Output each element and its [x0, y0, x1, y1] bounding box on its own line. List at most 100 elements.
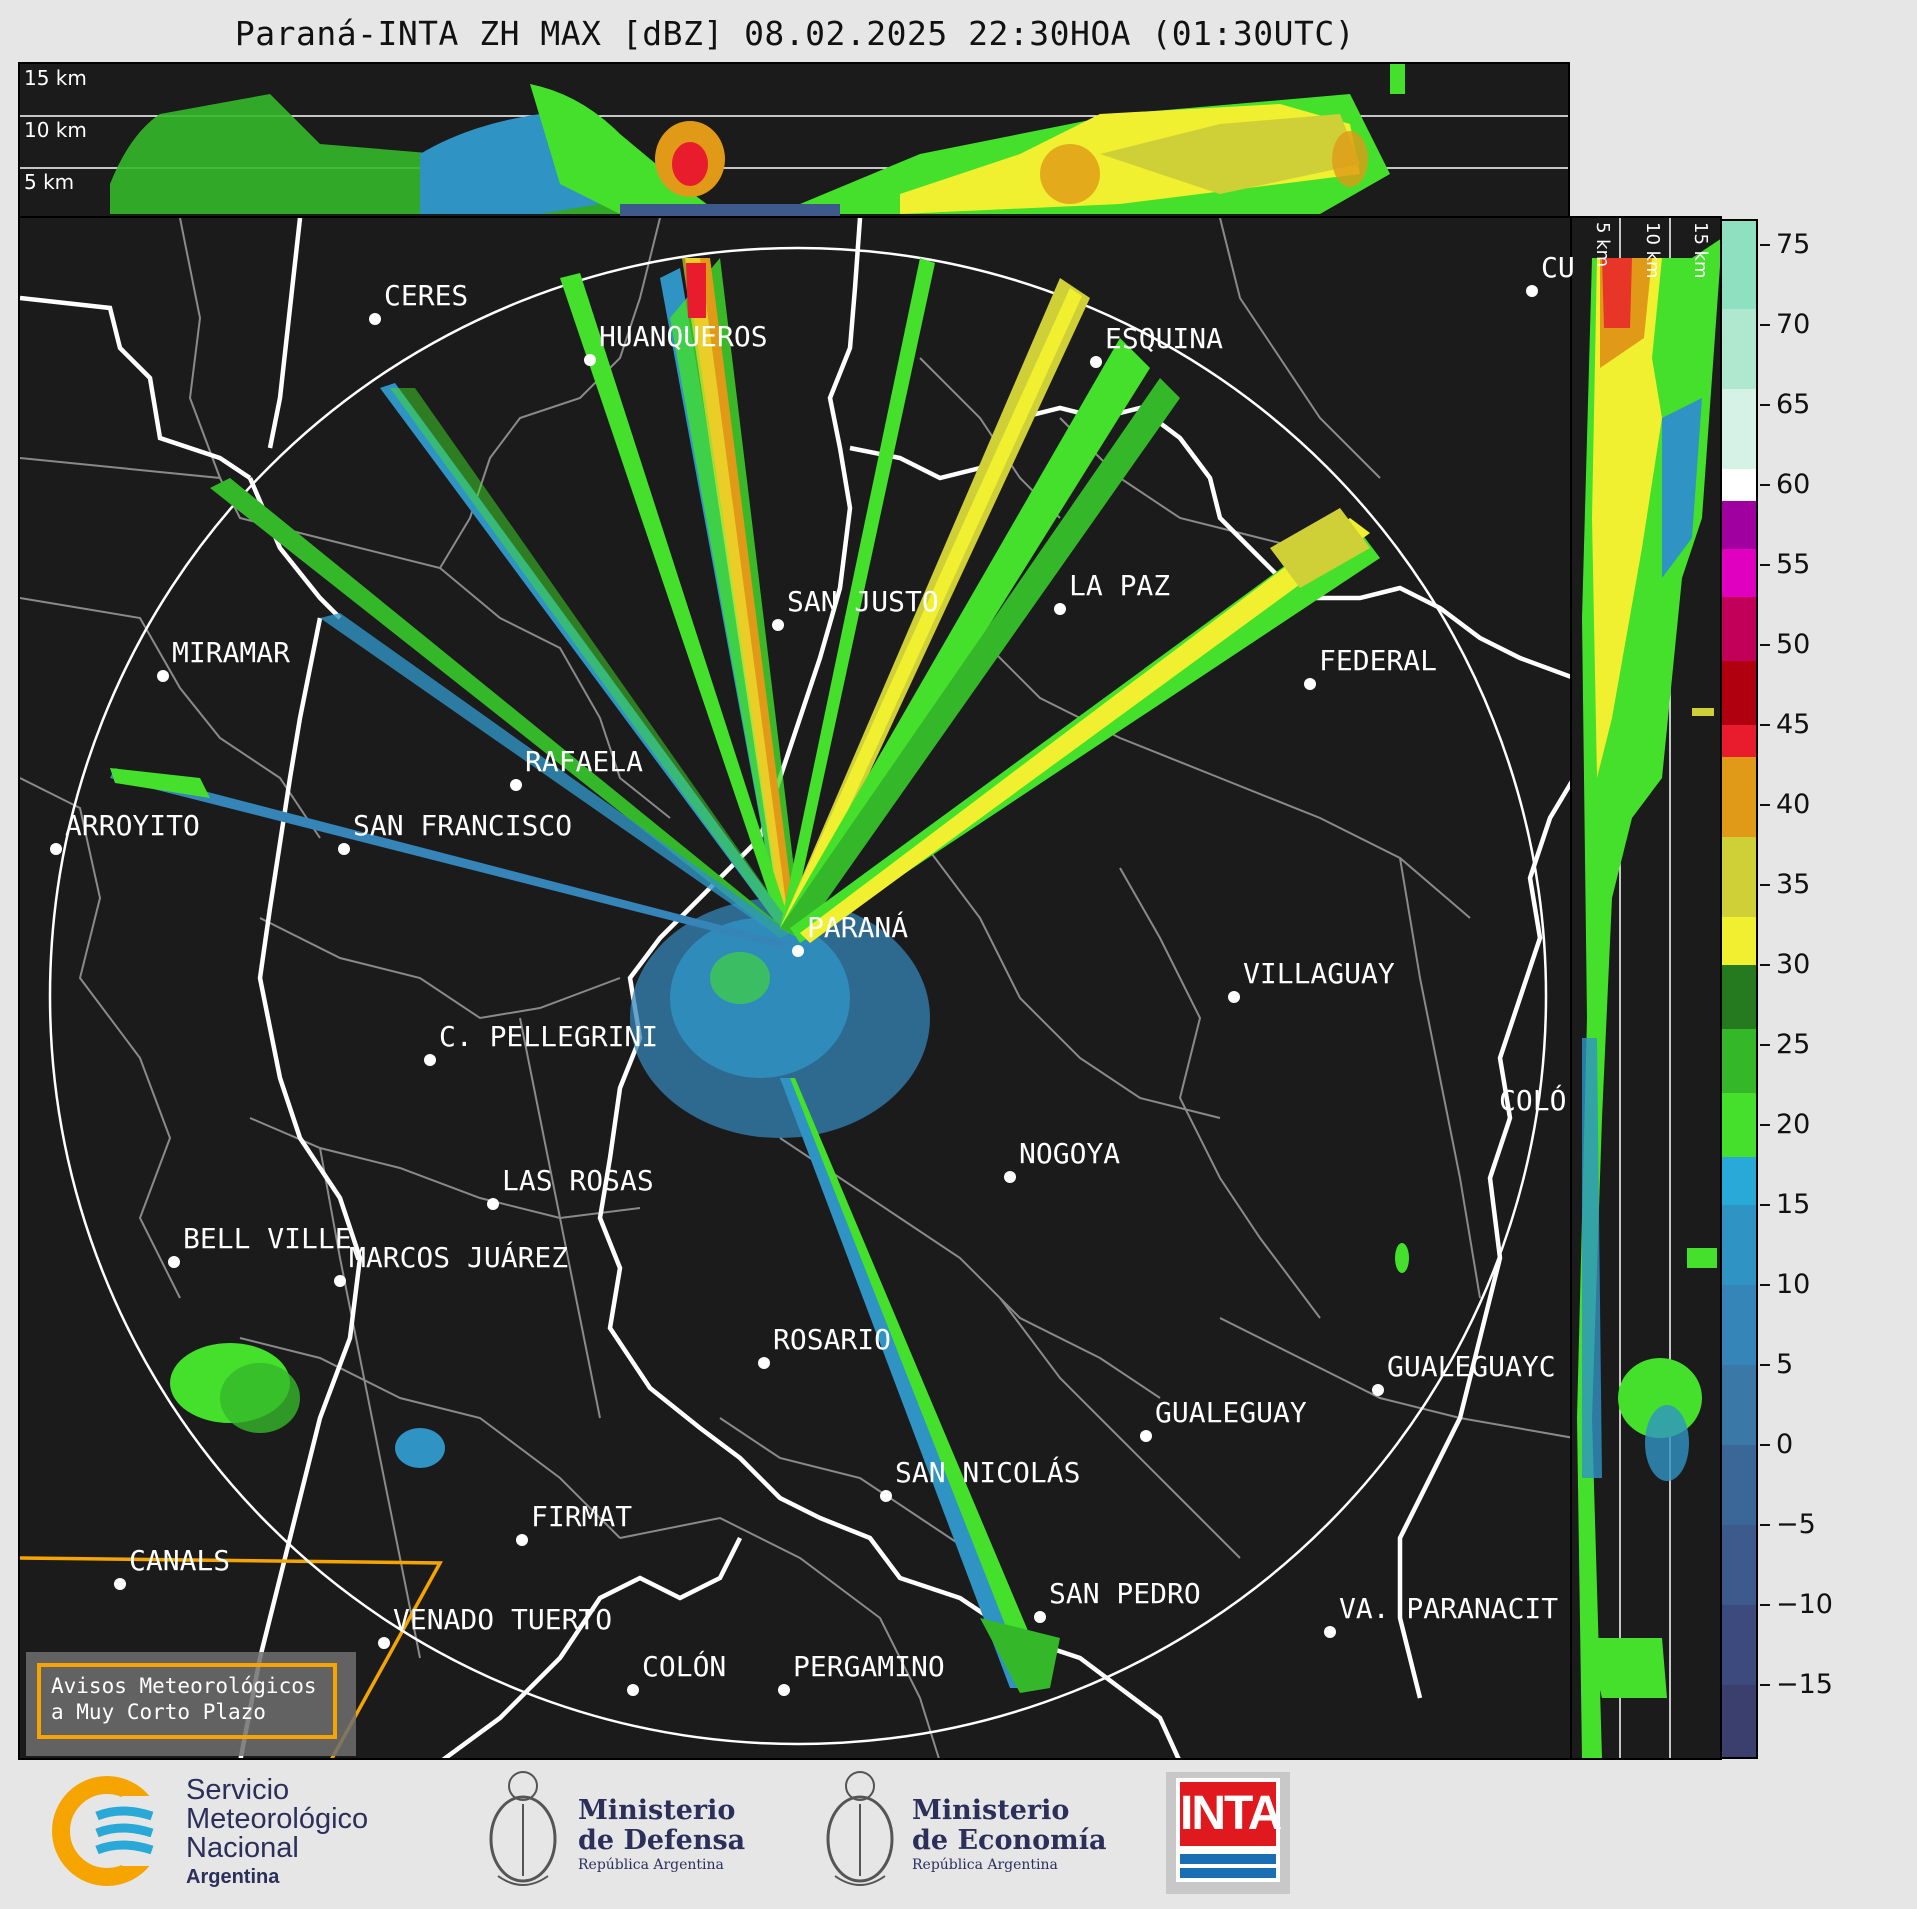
- colorbar-tick-mark: [1760, 1204, 1770, 1206]
- city-label: CANALS: [129, 1544, 231, 1577]
- colorbar-tick-label: 10: [1776, 1269, 1811, 1300]
- colorbar-segment: [1722, 1157, 1756, 1205]
- economia-line2: de Economía: [912, 1825, 1107, 1856]
- city-label: BELL VILLE: [183, 1222, 352, 1255]
- colorbar-tick-label: 35: [1776, 869, 1811, 900]
- city-dot: [487, 1198, 499, 1210]
- colorbar-tick-mark: [1760, 244, 1770, 246]
- colorbar-segment: [1722, 597, 1756, 661]
- colorbar-tick-label: 45: [1776, 709, 1811, 740]
- city-label: NOGOYA: [1019, 1137, 1121, 1170]
- colorbar-tick-mark: [1760, 1044, 1770, 1046]
- defensa-line1: Ministerio: [578, 1795, 736, 1826]
- reflectivity-colorbar: [1720, 219, 1758, 1759]
- city-label: MIRAMAR: [172, 636, 291, 669]
- city-label: LA PAZ: [1069, 569, 1171, 602]
- economia-logo-text: Ministerio de Economía República Argenti…: [912, 1796, 1106, 1874]
- city-label: SAN PEDRO: [1049, 1577, 1201, 1610]
- city-dot: [627, 1684, 639, 1696]
- top-cross-section-plot: [20, 64, 1568, 216]
- city-dot: [1034, 1611, 1046, 1623]
- city-label: ROSARIO: [773, 1323, 892, 1356]
- city-label: PERGAMINO: [793, 1650, 945, 1683]
- city-label: GUALEGUAYC: [1387, 1350, 1556, 1383]
- economia-line3: República Argentina: [912, 1857, 1058, 1873]
- city-label: C. PELLEGRINI: [439, 1020, 659, 1053]
- colorbar-segment: [1722, 725, 1756, 757]
- colorbar-segment: [1722, 549, 1756, 597]
- city-label: SAN FRANCISCO: [353, 809, 573, 842]
- colorbar-tick-label: 20: [1776, 1109, 1811, 1140]
- colorbar-tick-mark: [1760, 1684, 1770, 1686]
- warning-notice-frame: Avisos Meteorológicos a Muy Corto Plazo: [37, 1663, 337, 1739]
- defensa-line3: República Argentina: [578, 1857, 724, 1873]
- smn-line1: Servicio: [186, 1774, 290, 1806]
- side-label-10km: 10 km: [1642, 222, 1663, 279]
- colorbar-tick-mark: [1760, 1364, 1770, 1366]
- city-dot: [1526, 285, 1538, 297]
- colorbar-segment: [1722, 965, 1756, 1029]
- city-label: LAS ROSAS: [502, 1164, 654, 1197]
- colorbar-segment: [1722, 1285, 1756, 1365]
- city-dot: [1304, 678, 1316, 690]
- smn-line3: Nacional: [186, 1832, 299, 1864]
- city-dot: [1090, 356, 1102, 368]
- top-cross-section-panel: 15 km 10 km 5 km: [18, 62, 1570, 218]
- city-label: PARANÁ: [807, 911, 909, 944]
- city-label: MARCOS JUÁREZ: [349, 1241, 569, 1274]
- defensa-logo-text: Ministerio de Defensa República Argentin…: [578, 1796, 745, 1874]
- radar-map-panel: [18, 216, 1572, 1760]
- radar-echoes: [110, 258, 1409, 1693]
- top-label-5km: 5 km: [24, 170, 75, 194]
- city-label: CERES: [384, 279, 469, 312]
- warning-notice[interactable]: Avisos Meteorológicos a Muy Corto Plazo: [26, 1652, 356, 1756]
- colorbar-segment: [1722, 1445, 1756, 1525]
- colorbar-tick-label: 40: [1776, 789, 1811, 820]
- city-dot: [1140, 1430, 1152, 1442]
- city-dot: [584, 354, 596, 366]
- colorbar-tick-mark: [1760, 1524, 1770, 1526]
- colorbar-tick-label: 50: [1776, 629, 1811, 660]
- economia-coat-of-arms-icon: [826, 1771, 894, 1886]
- colorbar-tick-mark: [1760, 1284, 1770, 1286]
- warning-notice-line2: a Muy Corto Plazo: [51, 1700, 266, 1724]
- colorbar-segment: [1722, 309, 1756, 389]
- colorbar-segment: [1722, 1685, 1756, 1757]
- colorbar-tick-mark: [1760, 324, 1770, 326]
- smn-logo-icon: [52, 1776, 162, 1886]
- side-cross-section-panel: 5 km 10 km 15 km: [1570, 216, 1722, 1760]
- city-dot: [1054, 603, 1066, 615]
- city-dot: [369, 313, 381, 325]
- smn-logo-text: Servicio Meteorológico Nacional Argentin…: [186, 1776, 368, 1892]
- city-dot: [334, 1275, 346, 1287]
- city-dot: [1228, 991, 1240, 1003]
- colorbar-tick-label: 75: [1776, 229, 1811, 260]
- city-label: COLÓN: [642, 1650, 727, 1683]
- smn-line2: Meteorológico: [186, 1803, 369, 1835]
- colorbar-segment: [1722, 917, 1756, 965]
- colorbar-segment: [1722, 1205, 1756, 1285]
- city-dot: [50, 843, 62, 855]
- warning-notice-line1: Avisos Meteorológicos: [51, 1674, 317, 1698]
- colorbar-tick-label: 65: [1776, 389, 1811, 420]
- city-dot: [792, 945, 804, 957]
- colorbar-tick-mark: [1760, 1604, 1770, 1606]
- range-ring: [48, 246, 1548, 1746]
- colorbar-tick-label: 70: [1776, 309, 1811, 340]
- colorbar-tick-label: 0: [1776, 1429, 1794, 1460]
- colorbar-tick-mark: [1760, 1124, 1770, 1126]
- side-label-15km: 15 km: [1690, 222, 1711, 279]
- city-label: SAN NICOLÁS: [895, 1456, 1081, 1489]
- colorbar-tick-label: 25: [1776, 1029, 1811, 1060]
- colorbar-tick-mark: [1760, 404, 1770, 406]
- colorbar-tick-label: 15: [1776, 1189, 1811, 1220]
- side-cross-section-plot: [1577, 218, 1720, 1758]
- city-label: VENADO TUERTO: [393, 1603, 613, 1636]
- city-dot: [1372, 1384, 1384, 1396]
- city-dot: [516, 1534, 528, 1546]
- colorbar-segment: [1722, 1525, 1756, 1605]
- city-dot: [338, 843, 350, 855]
- side-label-5km: 5 km: [1592, 222, 1613, 268]
- colorbar-tick-mark: [1760, 644, 1770, 646]
- colorbar-tick-mark: [1760, 724, 1770, 726]
